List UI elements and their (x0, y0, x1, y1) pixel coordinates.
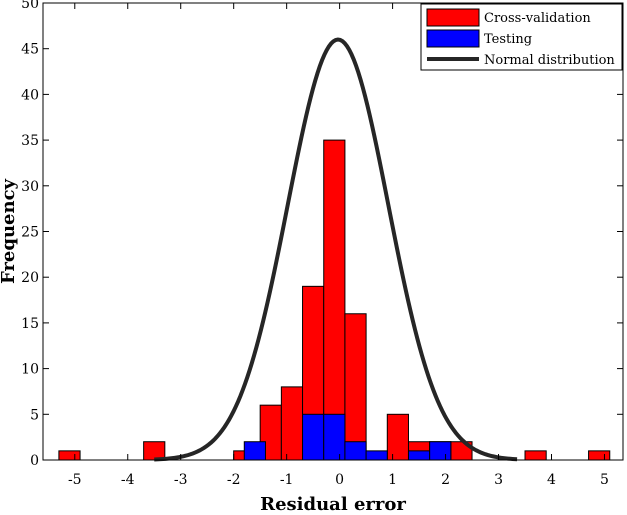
legend-swatch-cross-validation (426, 8, 480, 27)
y-axis-title: Frequency (0, 178, 19, 284)
y-tick-label: 50 (21, 0, 39, 12)
y-tick-label: 45 (21, 42, 39, 58)
testing-bar (344, 441, 367, 461)
cross-validation-bar (323, 139, 346, 461)
x-tick-label: 1 (388, 472, 397, 488)
x-tick-label: 0 (335, 472, 344, 488)
cross-validation-bar (386, 413, 409, 461)
x-tick-label: 4 (547, 472, 556, 488)
cross-validation-bar (588, 450, 611, 461)
testing-bar (407, 450, 431, 461)
x-tick-label: -5 (68, 472, 82, 488)
legend-label-testing: Testing (484, 32, 532, 47)
legend-label-cross-validation: Cross-validation (484, 11, 591, 26)
cross-validation-bar (280, 386, 304, 461)
y-tick-label: 35 (21, 133, 39, 149)
legend: Cross-validation Testing Normal distribu… (420, 3, 623, 71)
y-tick-label: 15 (21, 316, 39, 332)
y-tick-label: 25 (21, 225, 39, 241)
x-tick-label: 5 (600, 472, 609, 488)
y-tick-label: 5 (30, 407, 39, 423)
testing-bar (429, 441, 452, 461)
testing-bar (302, 413, 325, 461)
x-tick-label: 2 (441, 472, 450, 488)
x-tick-label: -3 (174, 472, 188, 488)
x-tick-label: -4 (121, 472, 135, 488)
testing-bar (243, 441, 266, 461)
x-tick-label: -2 (227, 472, 241, 488)
y-tick-label: 40 (21, 87, 39, 103)
cross-validation-bar (58, 450, 81, 461)
cross-validation-bars (58, 139, 611, 461)
x-axis-ticks: -5 -4 -3 -2 -1 0 1 2 3 4 5 (68, 3, 609, 488)
y-tick-label: 0 (30, 453, 39, 469)
x-axis-title: Residual error (260, 494, 406, 515)
testing-bar (365, 450, 388, 461)
x-tick-label: -1 (280, 472, 294, 488)
cross-validation-bar (344, 313, 367, 461)
y-tick-label: 20 (21, 270, 39, 286)
legend-swatch-testing (426, 29, 480, 48)
normal-distribution-curve (154, 37, 518, 462)
testing-bar (323, 413, 346, 461)
cross-validation-bar (524, 450, 547, 461)
y-tick-label: 30 (21, 179, 39, 195)
y-axis-ticks: 0 5 10 15 20 25 30 35 40 45 50 (21, 0, 623, 469)
x-tick-label: 3 (494, 472, 503, 488)
y-tick-label: 10 (21, 362, 39, 378)
legend-label-normal-distribution: Normal distribution (484, 53, 615, 68)
